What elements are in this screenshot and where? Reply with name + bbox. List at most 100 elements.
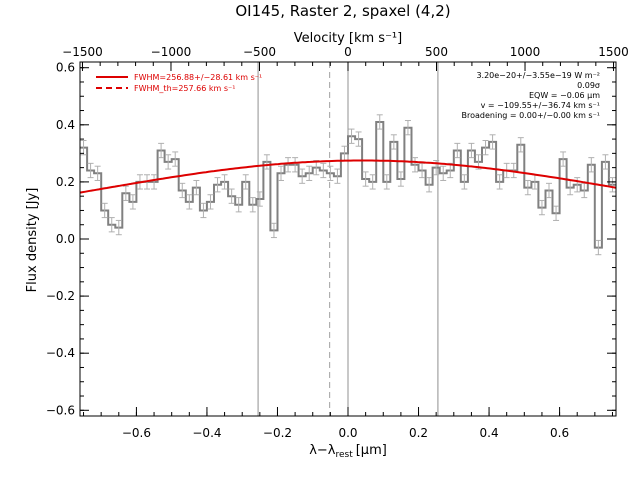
error-bar bbox=[426, 177, 433, 193]
error-bar bbox=[108, 217, 115, 233]
error-bar bbox=[553, 205, 560, 221]
error-bar bbox=[299, 168, 306, 184]
error-bar bbox=[362, 171, 369, 187]
error-bar bbox=[165, 154, 172, 170]
error-bar bbox=[221, 174, 228, 190]
error-bar bbox=[158, 142, 165, 159]
error-bar bbox=[440, 165, 447, 181]
top-tick-label: 1500 bbox=[598, 45, 629, 59]
data-layer bbox=[79, 114, 617, 256]
error-bar bbox=[454, 142, 461, 159]
error-bar bbox=[588, 157, 595, 173]
y-tick-label: −0.2 bbox=[46, 289, 75, 303]
error-bar bbox=[80, 140, 87, 156]
x-tick-label: 0.4 bbox=[480, 426, 499, 440]
error-bar bbox=[313, 159, 320, 176]
error-bar bbox=[263, 154, 270, 170]
error-bar bbox=[285, 157, 292, 173]
error-bar bbox=[327, 165, 334, 181]
error-bar bbox=[404, 120, 411, 136]
chart-title: OI145, Raster 2, spaxel (4,2) bbox=[235, 2, 450, 20]
error-bar bbox=[496, 174, 503, 190]
top-tick-label: 500 bbox=[425, 45, 448, 59]
error-bar bbox=[510, 162, 517, 179]
error-bar bbox=[292, 157, 299, 173]
error-bar bbox=[390, 134, 397, 150]
annotation-text: 0.09σ bbox=[577, 81, 600, 90]
annotation-text: 3.20e−20+/−3.55e−19 W m⁻² bbox=[476, 71, 600, 80]
top-axis-label: Velocity [km s⁻¹] bbox=[294, 31, 402, 46]
x-axis-label-subscript: rest bbox=[335, 450, 353, 460]
error-bar bbox=[560, 151, 567, 167]
error-bar bbox=[609, 177, 616, 193]
error-bar bbox=[278, 165, 284, 181]
error-bar bbox=[320, 162, 327, 179]
error-bar bbox=[94, 165, 101, 181]
x-axis-label: λ−λrest [μm] bbox=[309, 443, 387, 460]
error-bar bbox=[397, 171, 404, 187]
error-bar bbox=[468, 142, 475, 159]
error-bar bbox=[186, 194, 193, 210]
error-bar bbox=[524, 179, 531, 196]
error-bar bbox=[242, 174, 249, 190]
axes-layer: −0.6 −0.4 −0.2 0.0 0.2 0.4 0.6 −0.6 −0.4 −0.2 0.0 0… bbox=[46, 45, 629, 440]
fit-curve bbox=[79, 159, 617, 194]
error-bar bbox=[87, 162, 94, 179]
error-bar bbox=[334, 168, 341, 184]
error-bar bbox=[129, 194, 136, 210]
y-tick-label: 0.6 bbox=[56, 61, 75, 75]
error-bar bbox=[270, 222, 277, 239]
error-bar bbox=[369, 174, 376, 190]
legend-label: FWHM_th=257.66 km s⁻¹ bbox=[134, 84, 235, 93]
error-bar bbox=[193, 179, 200, 196]
y-tick-label: 0.4 bbox=[56, 118, 75, 132]
error-bar bbox=[489, 134, 496, 150]
y-tick-label: 0.0 bbox=[56, 232, 75, 246]
x-axis-label-unit: [μm] bbox=[356, 443, 387, 458]
x-tick-label: 0.0 bbox=[338, 426, 357, 440]
y-tick-label: −0.4 bbox=[46, 346, 75, 360]
error-bar bbox=[200, 202, 207, 219]
error-bar bbox=[214, 177, 221, 193]
error-bar bbox=[538, 199, 545, 216]
error-bar bbox=[122, 185, 129, 201]
error-bar bbox=[517, 137, 524, 153]
y-tick-label: −0.6 bbox=[46, 403, 75, 417]
error-bar bbox=[172, 151, 179, 167]
top-tick-label: −500 bbox=[243, 45, 276, 59]
top-tick-label: −1000 bbox=[151, 45, 192, 59]
x-tick-label: 0.2 bbox=[409, 426, 428, 440]
error-bar bbox=[115, 219, 122, 236]
x-tick-label: −0.6 bbox=[122, 426, 151, 440]
annotation-text: Broadening = 0.00+/−0.00 km s⁻¹ bbox=[462, 111, 600, 120]
y-axis-label: Flux density [Jy] bbox=[25, 188, 40, 293]
error-bar bbox=[256, 191, 263, 207]
error-bar bbox=[151, 174, 158, 190]
legend-label: FWHM=256.88+/−28.61 km s⁻¹ bbox=[134, 73, 262, 82]
error-bar bbox=[249, 197, 256, 213]
error-bar bbox=[595, 239, 602, 256]
y-tick-label: 0.2 bbox=[56, 175, 75, 189]
error-bar bbox=[574, 177, 581, 193]
error-bar bbox=[482, 140, 489, 156]
error-bar bbox=[355, 131, 362, 147]
error-bar bbox=[179, 182, 186, 199]
legend: FWHM=256.88+/−28.61 km s⁻¹ FWHM_th=257.66… bbox=[96, 73, 262, 93]
error-bar bbox=[228, 188, 235, 204]
error-bar bbox=[546, 182, 552, 199]
error-bar bbox=[235, 197, 242, 213]
x-axis-label-main: λ−λ bbox=[309, 443, 336, 458]
error-bar bbox=[461, 174, 468, 190]
error-bar bbox=[602, 154, 609, 170]
x-tick-label: −0.4 bbox=[192, 426, 221, 440]
error-bar bbox=[101, 202, 108, 219]
top-tick-label: 1000 bbox=[510, 45, 541, 59]
annotation-text: v = −109.55+/−36.74 km s⁻¹ bbox=[481, 101, 600, 110]
reference-lines bbox=[257, 62, 439, 416]
error-bar bbox=[412, 157, 418, 173]
error-bar bbox=[348, 128, 355, 144]
x-tick-label: 0.6 bbox=[550, 426, 569, 440]
annotation-text: EQW = −0.06 μm bbox=[529, 91, 600, 100]
